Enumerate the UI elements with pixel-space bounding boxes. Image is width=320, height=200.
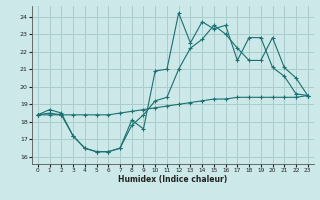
X-axis label: Humidex (Indice chaleur): Humidex (Indice chaleur) bbox=[118, 175, 228, 184]
